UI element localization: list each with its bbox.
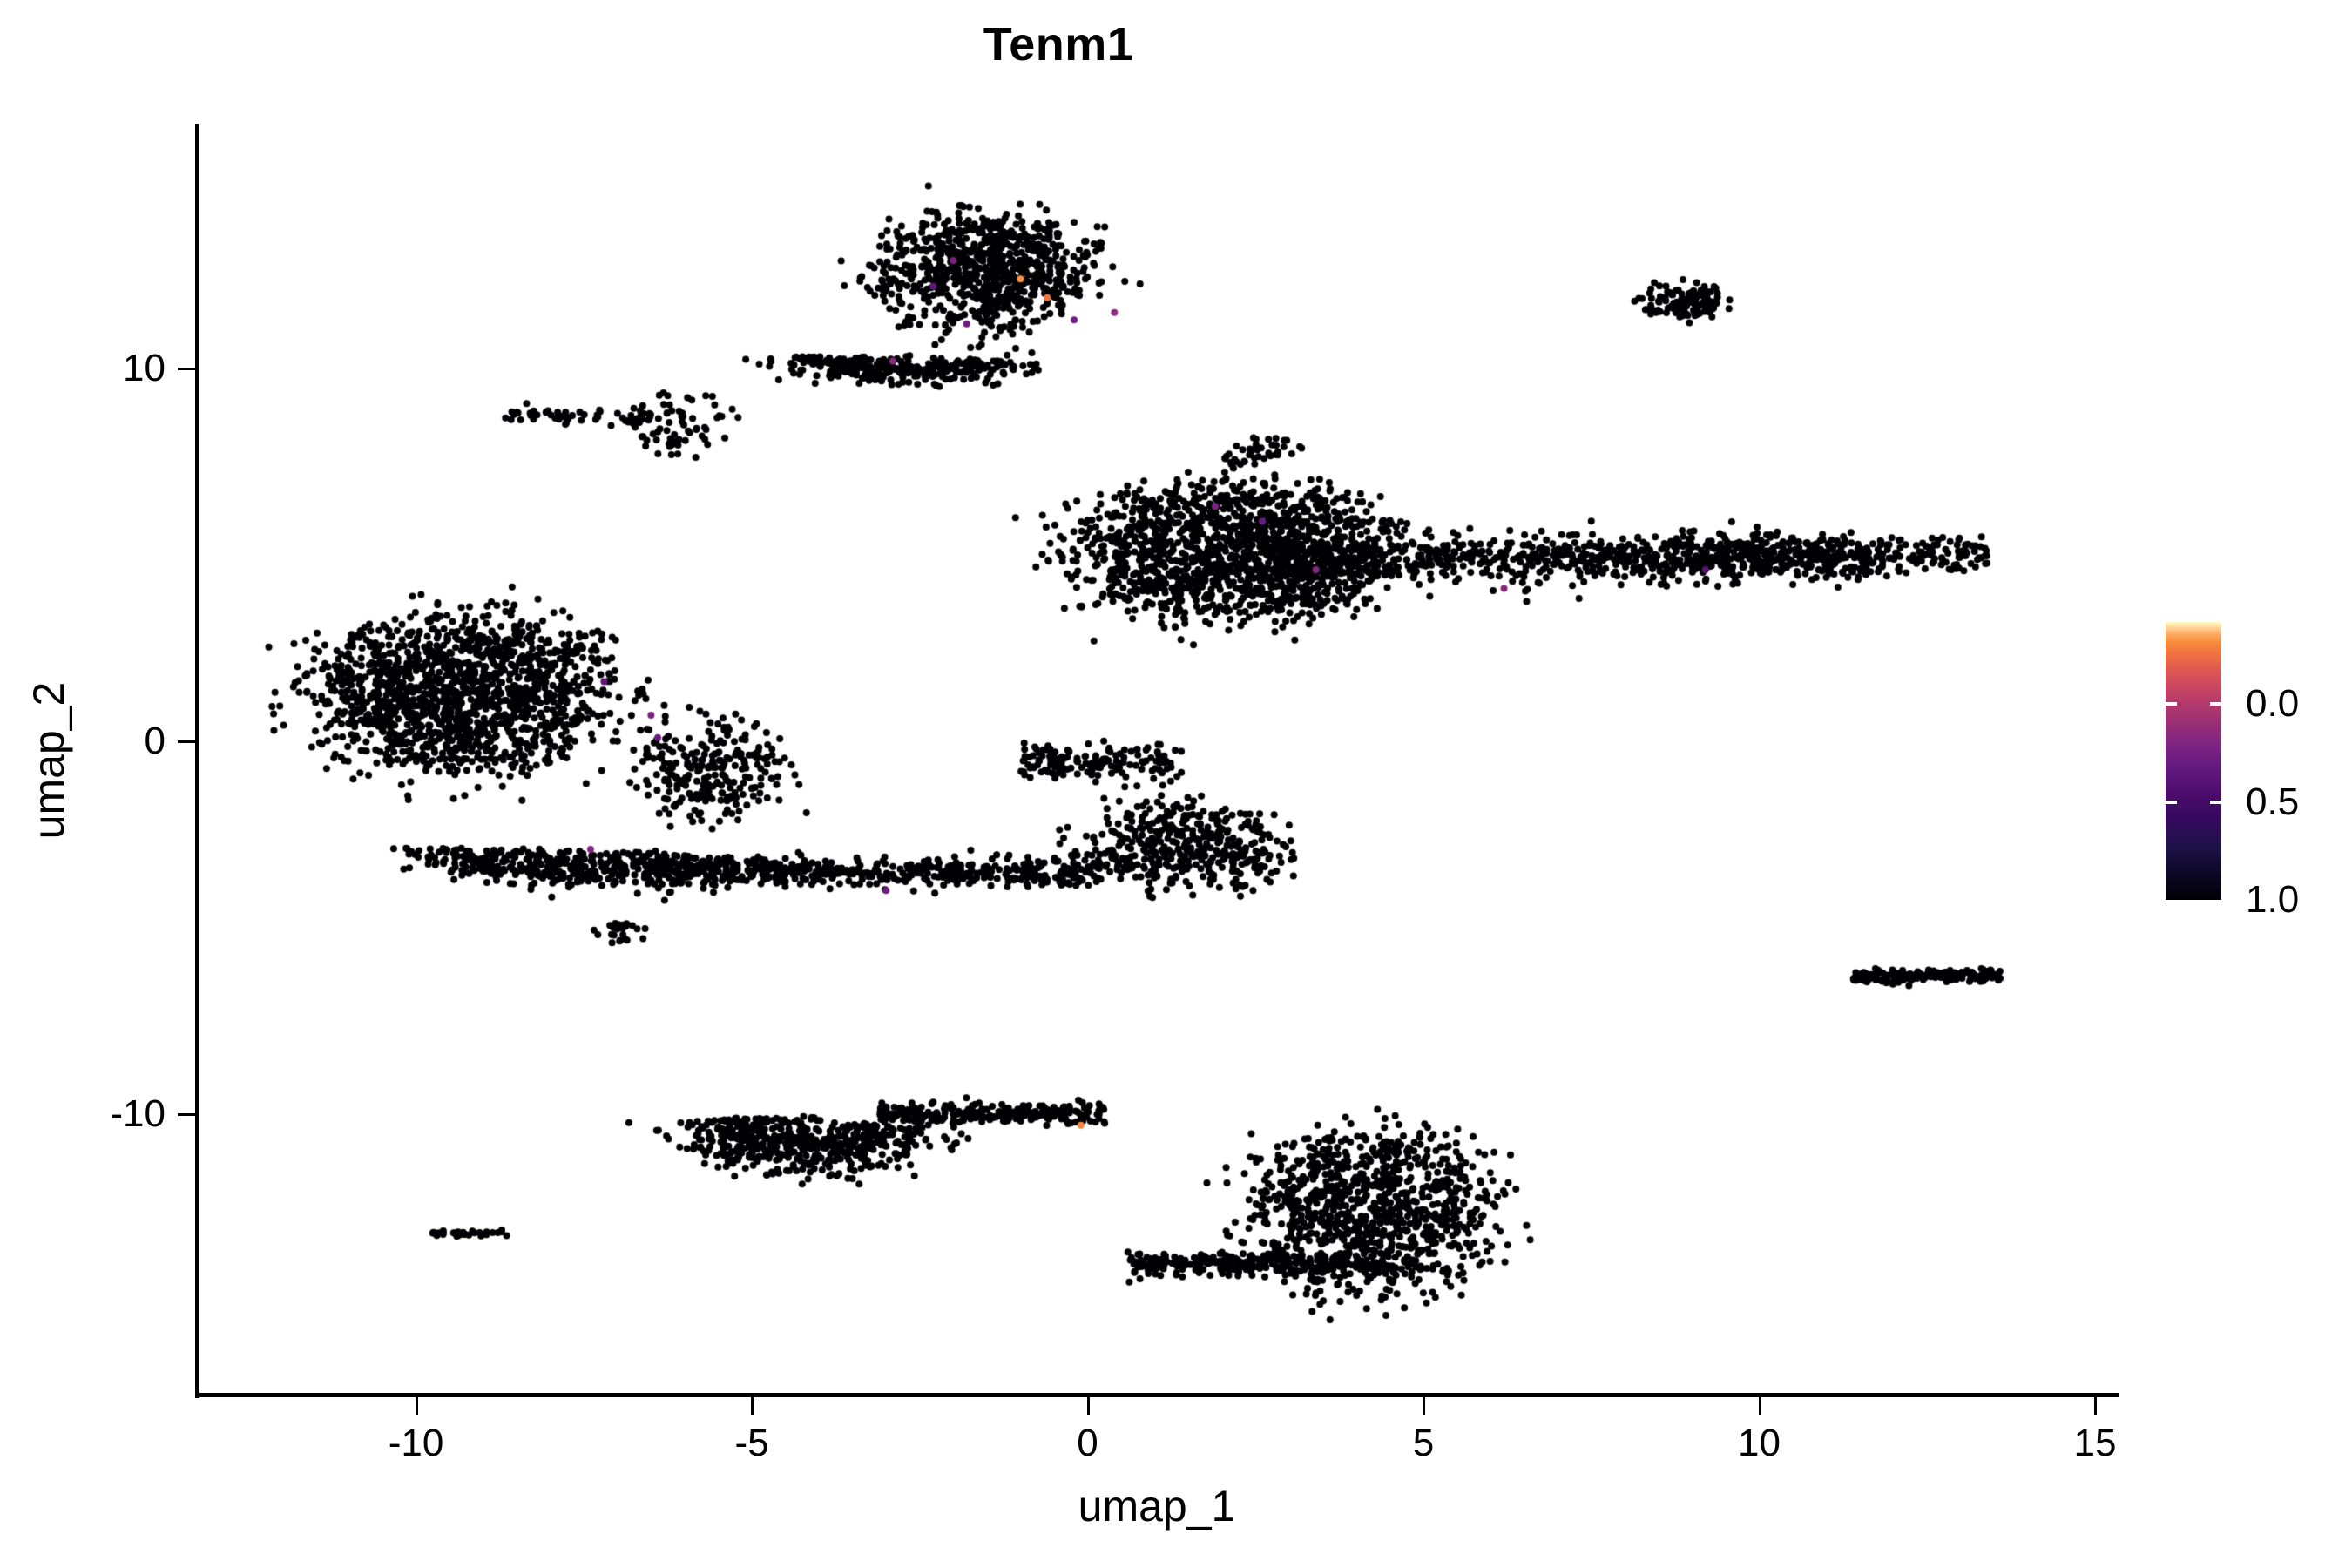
- x-tick-label: -5: [734, 1422, 769, 1464]
- y-tick-label: -10: [110, 1092, 166, 1135]
- y-tick-label: 0: [144, 720, 166, 762]
- y-tick-label: 10: [123, 347, 166, 389]
- scatter-points-canvas: [195, 124, 2117, 1396]
- x-tick-mark: [2094, 1397, 2097, 1415]
- colorbar-gradient: [2166, 622, 2221, 900]
- colorbar-tick-label: 0.5: [2246, 780, 2300, 823]
- x-tick-mark: [751, 1397, 754, 1415]
- x-tick-mark: [415, 1397, 418, 1415]
- y-tick-mark: [178, 740, 195, 743]
- colorbar-tick-mark: [2166, 702, 2177, 706]
- x-tick-label: 10: [1738, 1422, 1781, 1464]
- colorbar-tick-mark: [2210, 800, 2221, 804]
- x-tick-label: 0: [1077, 1422, 1098, 1464]
- colorbar-tick-mark: [2210, 702, 2221, 706]
- x-tick-mark: [1086, 1397, 1090, 1415]
- x-tick-label: -10: [388, 1422, 444, 1464]
- colorbar-tick-mark: [2166, 800, 2177, 804]
- x-axis-label: umap_1: [1078, 1482, 1236, 1531]
- colorbar-legend: [2166, 622, 2221, 900]
- page-title: Tenm1: [983, 18, 1134, 71]
- x-tick-label: 5: [1412, 1422, 1435, 1464]
- x-tick-mark: [1758, 1397, 1761, 1415]
- colorbar-tick-label: 1.0: [2246, 878, 2300, 921]
- y-tick-mark: [178, 1113, 195, 1116]
- scatter-plot-area: [195, 124, 2117, 1396]
- y-axis-label: umap_2: [24, 681, 73, 840]
- y-tick-mark: [178, 368, 195, 370]
- colorbar-tick-label: 0.0: [2246, 682, 2300, 726]
- x-tick-label: 15: [2073, 1422, 2117, 1464]
- x-tick-mark: [1423, 1397, 1425, 1415]
